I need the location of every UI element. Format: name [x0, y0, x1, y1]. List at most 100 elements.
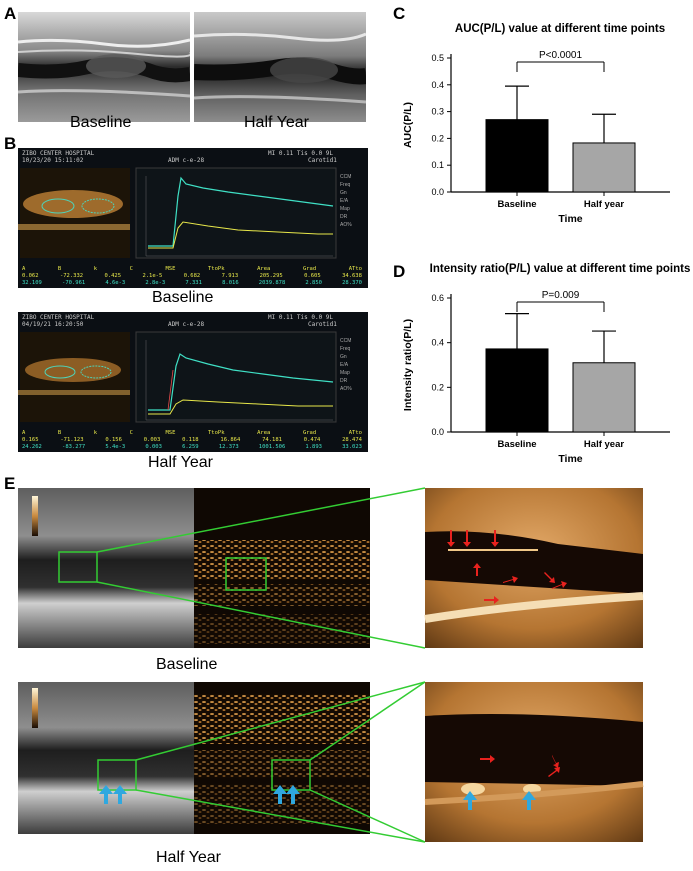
col-ttopk: TtoPk: [208, 430, 225, 436]
cell: 2.850: [305, 280, 322, 286]
cell: 0.682: [183, 273, 201, 279]
panel-a-label: A: [4, 4, 17, 23]
panel-d-label: D: [393, 262, 406, 281]
chart-title: Intensity ratio(P/L) value at different …: [430, 263, 690, 275]
bar-baseline: [485, 119, 549, 193]
cell: 1001.506: [258, 444, 286, 450]
cell: 0.003: [143, 437, 161, 443]
scan-mode: ADM c-e-28: [168, 157, 205, 164]
cell: 8.016: [222, 280, 239, 286]
col-area: Area: [257, 266, 271, 272]
cell: 7.913: [221, 273, 239, 279]
scan-params: MI 0.11 Tis 0.0 9L: [268, 150, 334, 157]
result-row-2: 24.262 -83.277 5.4e-3 0.003 6.259 12.373…: [22, 444, 362, 450]
svg-text:Gn: Gn: [340, 190, 347, 196]
y-axis-label: AUC(P/L): [402, 102, 414, 148]
cell: 34.638: [342, 273, 362, 279]
col-grad: Grad: [302, 266, 317, 272]
panel-e-figure: [18, 487, 644, 843]
scan-datetime: 10/23/20 15:11:02: [22, 157, 84, 164]
x-axis-label: Time: [558, 453, 582, 465]
cell: -83.277: [62, 444, 86, 450]
svg-text:E/A: E/A: [340, 198, 349, 204]
panel-b-screen-half-year: ZIBO CENTER HOSPITAL 04/19/21 16:20:50 A…: [18, 312, 368, 452]
scan-datetime: 04/19/21 16:20:50: [22, 321, 84, 328]
cell: 16.864: [220, 437, 241, 443]
col-mse: MSE: [165, 430, 176, 436]
y-tick-label: 0.4: [431, 338, 444, 348]
cell: 0.165: [22, 437, 39, 443]
y-tick-label: 0.0: [431, 427, 444, 437]
cell: 74.181: [262, 437, 282, 443]
col-b: B: [57, 266, 62, 272]
y-tick-label: 0.5: [431, 53, 444, 63]
scan-params: MI 0.11 Tis 0.0 9L: [268, 314, 334, 321]
cell: 28.370: [342, 280, 362, 286]
y-tick-label: 0.6: [431, 293, 444, 303]
result-row-2: 32.109 -70.961 4.6e-3 2.8e-3 7.331 8.016…: [22, 280, 362, 286]
col-a: A: [22, 430, 26, 436]
panel-e-baseline-row: [18, 487, 644, 649]
cell: 5.4e-3: [105, 444, 126, 450]
significance-label: P=0.009: [542, 290, 580, 301]
cell: 205.295: [259, 273, 283, 279]
col-b: B: [57, 430, 62, 436]
cell: 0.474: [303, 437, 321, 443]
y-axis-label: Intensity ratio(P/L): [402, 319, 414, 411]
panel-e-caption-baseline: Baseline: [156, 656, 218, 673]
svg-text:Map: Map: [340, 206, 350, 212]
cell: 4.6e-3: [105, 280, 126, 286]
cell: 0.425: [104, 273, 122, 279]
panel-e-half-year-row: [18, 681, 644, 843]
cell: 0.156: [105, 437, 122, 443]
x-tick-label: Baseline: [497, 439, 536, 450]
cell: 1.893: [305, 444, 322, 450]
scan-preset: Carotid1: [308, 157, 337, 164]
panel-b-caption-baseline: Baseline: [152, 289, 214, 306]
result-table-header: A B k C MSE TtoPk Area Grad ATto: [22, 266, 362, 272]
cell: 2.1e-5: [142, 273, 163, 279]
cell: 0.605: [304, 273, 321, 279]
col-c: C: [129, 430, 133, 436]
result-row-1: 0.062 -72.332 0.425 2.1e-5 0.682 7.913 2…: [22, 273, 362, 279]
svg-text:AO%: AO%: [340, 386, 352, 392]
col-a: A: [22, 266, 26, 272]
svg-text:CCM: CCM: [340, 174, 351, 180]
cell: -71.123: [60, 437, 84, 443]
panel-c-label: C: [393, 4, 406, 23]
panel-e-caption-half-year: Half Year: [156, 849, 221, 866]
bar-half-year: [572, 362, 636, 433]
x-axis-label: Time: [558, 213, 582, 225]
x-tick-label: Baseline: [497, 199, 536, 210]
chart-title: AUC(P/L) value at different time points: [455, 23, 665, 35]
cell: 0.062: [22, 273, 39, 279]
y-tick-label: 0.3: [431, 107, 444, 117]
scan-mode: ADM c-e-28: [168, 321, 205, 328]
svg-text:Freq: Freq: [340, 346, 351, 352]
result-table-header: A B k C MSE TtoPk Area Grad ATto: [22, 430, 362, 436]
svg-text:Map: Map: [340, 370, 350, 376]
col-atto: ATto: [348, 266, 362, 272]
blue-arrow-icons: [99, 785, 536, 810]
cell: 6.259: [182, 444, 199, 450]
svg-text:E/A: E/A: [340, 362, 349, 368]
cell: 2039.878: [258, 280, 286, 286]
svg-text:Freq: Freq: [340, 182, 351, 188]
x-tick-label: Half year: [584, 439, 624, 450]
cell: 12.373: [218, 444, 239, 450]
col-area: Area: [257, 430, 271, 436]
red-arrow-icons-baseline: [447, 530, 567, 604]
hospital-name: ZIBO CENTER HOSPITAL: [22, 150, 95, 157]
ceus-curve-display-baseline: CCM Freq Gn E/A Map DR AO%: [18, 167, 352, 259]
col-grad: Grad: [302, 430, 317, 436]
cell: 0.003: [145, 444, 162, 450]
cell: 7.331: [185, 280, 202, 286]
result-row-1: 0.165 -71.123 0.156 0.003 0.118 16.864 7…: [22, 437, 362, 443]
svg-text:DR: DR: [340, 214, 348, 220]
col-ttopk: TtoPk: [208, 266, 225, 272]
cell: 2.8e-3: [145, 280, 166, 286]
panel-a-ultrasound-baseline: [18, 12, 190, 122]
svg-text:AO%: AO%: [340, 222, 352, 228]
panel-b-screen-baseline: ZIBO CENTER HOSPITAL 10/23/20 15:11:02 A…: [18, 148, 368, 288]
y-tick-label: 0.4: [431, 80, 444, 90]
